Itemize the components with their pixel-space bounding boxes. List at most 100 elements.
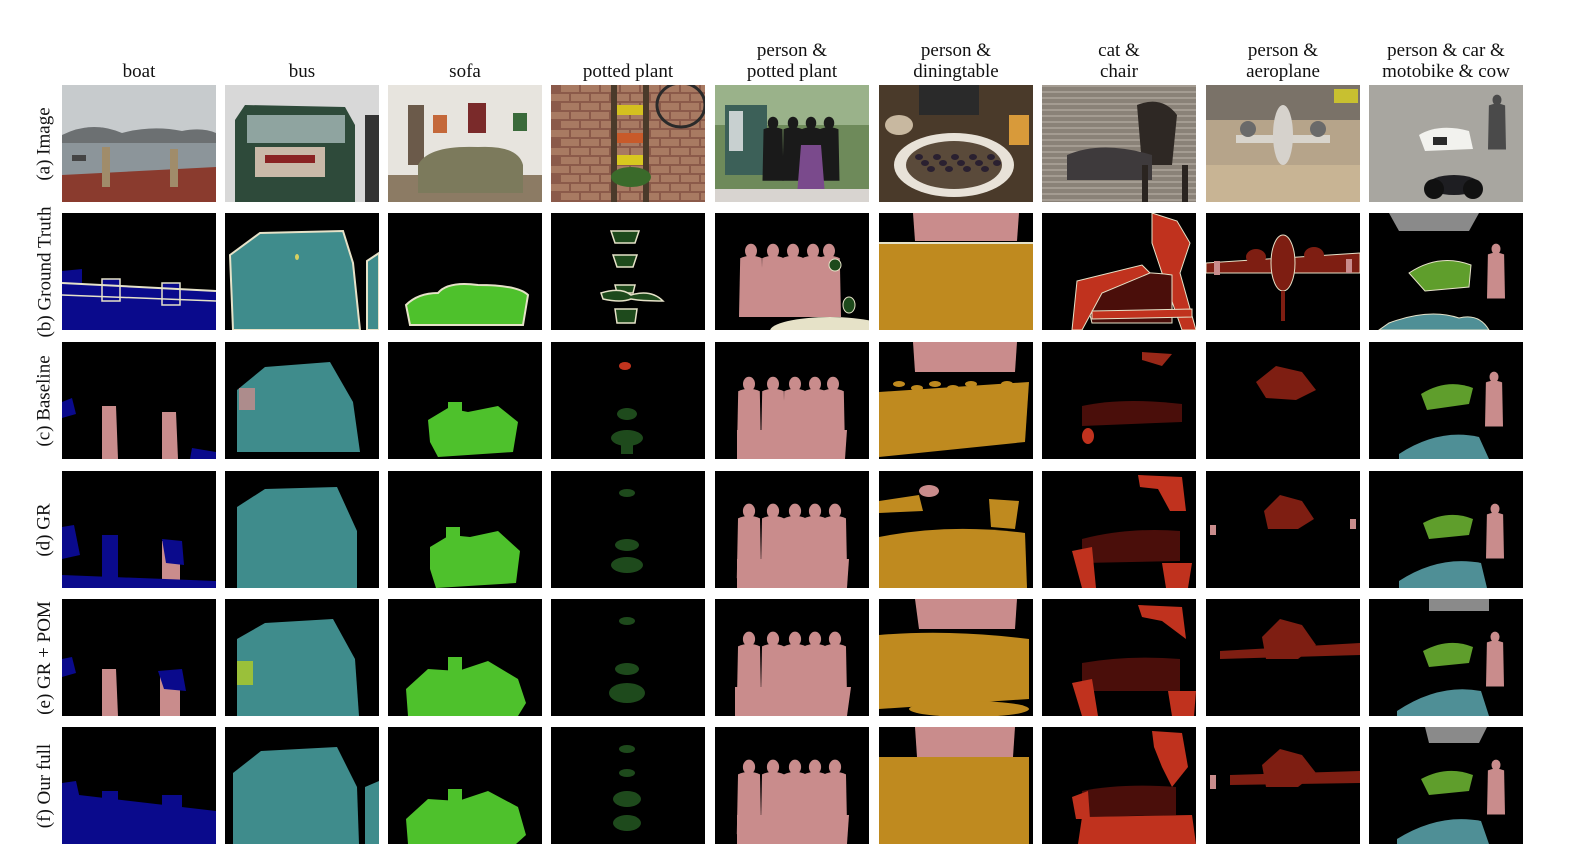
- row-label: (f) Our full: [30, 727, 60, 844]
- mask-graphic: [715, 213, 869, 330]
- segmentation-mask: [1042, 471, 1196, 588]
- segmentation-mask: [1369, 599, 1523, 716]
- row-label-text: (a) Image: [34, 106, 55, 181]
- column-label: sofa: [449, 61, 481, 82]
- row-label: (a) Image: [30, 85, 60, 202]
- segmentation-mask: [1369, 342, 1523, 459]
- mask-graphic: [62, 727, 216, 844]
- segmentation-mask: [879, 599, 1033, 716]
- segmentation-mask: [388, 213, 542, 330]
- mask-graphic: [225, 213, 379, 330]
- mask-graphic: [1042, 599, 1196, 716]
- segmentation-mask: [551, 213, 705, 330]
- mask-graphic: [551, 213, 705, 330]
- mask-graphic: [62, 471, 216, 588]
- row-label-text: (b) Ground Truth: [34, 206, 55, 337]
- input-image: [1369, 85, 1523, 202]
- segmentation-mask: [1369, 471, 1523, 588]
- image-graphic: [1206, 85, 1360, 202]
- segmentation-mask: [879, 727, 1033, 844]
- mask-graphic: [879, 727, 1033, 844]
- mask-graphic: [715, 471, 869, 588]
- segmentation-mask: [388, 727, 542, 844]
- column-label: potted plant: [582, 61, 674, 82]
- segmentation-mask: [551, 471, 705, 588]
- input-image: [62, 85, 216, 202]
- column-label: person & diningtable: [913, 40, 999, 82]
- segmentation-mask: [62, 471, 216, 588]
- mask-graphic: [1042, 213, 1196, 330]
- row-label-text: (d) GR: [34, 502, 55, 557]
- input-image: [879, 85, 1033, 202]
- input-image: [225, 85, 379, 202]
- segmentation-mask: [62, 213, 216, 330]
- segmentation-mask: [715, 213, 869, 330]
- mask-graphic: [1369, 599, 1523, 716]
- column-label: person & aeroplane: [1246, 40, 1320, 82]
- mask-graphic: [1369, 471, 1523, 588]
- segmentation-mask: [1369, 727, 1523, 844]
- segmentation-mask: [388, 342, 542, 459]
- mask-graphic: [551, 599, 705, 716]
- mask-graphic: [225, 599, 379, 716]
- mask-graphic: [551, 727, 705, 844]
- segmentation-mask: [1042, 213, 1196, 330]
- mask-graphic: [1369, 213, 1523, 330]
- row-label: (d) GR: [30, 471, 60, 588]
- mask-graphic: [715, 599, 869, 716]
- segmentation-mask: [551, 727, 705, 844]
- column-label: bus: [288, 61, 316, 82]
- mask-graphic: [388, 213, 542, 330]
- mask-graphic: [225, 727, 379, 844]
- segmentation-mask: [715, 599, 869, 716]
- mask-graphic: [715, 342, 869, 459]
- row-label: (b) Ground Truth: [30, 206, 60, 337]
- mask-graphic: [225, 342, 379, 459]
- mask-graphic: [388, 727, 542, 844]
- image-graphic: [1042, 85, 1196, 202]
- segmentation-mask: [715, 342, 869, 459]
- segmentation-mask: [1206, 727, 1360, 844]
- segmentation-mask: [1042, 599, 1196, 716]
- row-label-text: (f) Our full: [34, 743, 56, 828]
- input-image: [1206, 85, 1360, 202]
- mask-graphic: [879, 471, 1033, 588]
- segmentation-mask: [225, 599, 379, 716]
- input-image: [388, 85, 542, 202]
- mask-graphic: [1206, 342, 1360, 459]
- mask-graphic: [1369, 342, 1523, 459]
- mask-graphic: [1206, 213, 1360, 330]
- mask-graphic: [388, 599, 542, 716]
- segmentation-mask: [1206, 213, 1360, 330]
- segmentation-mask: [715, 471, 869, 588]
- segmentation-mask: [551, 599, 705, 716]
- segmentation-mask: [388, 599, 542, 716]
- segmentation-mask: [225, 727, 379, 844]
- segmentation-mask: [1206, 342, 1360, 459]
- segmentation-mask: [225, 342, 379, 459]
- segmentation-mask: [1042, 342, 1196, 459]
- mask-graphic: [1042, 727, 1196, 844]
- input-image: [715, 85, 869, 202]
- segmentation-mask: [62, 727, 216, 844]
- segmentation-mask: [879, 213, 1033, 330]
- segmentation-mask: [225, 471, 379, 588]
- mask-graphic: [879, 599, 1033, 716]
- segmentation-mask: [1369, 213, 1523, 330]
- segmentation-mask: [225, 213, 379, 330]
- row-label: (c) Baseline: [30, 342, 60, 459]
- input-image: [551, 85, 705, 202]
- mask-graphic: [62, 342, 216, 459]
- image-graphic: [62, 85, 216, 202]
- image-graphic: [388, 85, 542, 202]
- mask-graphic: [388, 471, 542, 588]
- mask-graphic: [225, 471, 379, 588]
- segmentation-mask: [551, 342, 705, 459]
- mask-graphic: [62, 599, 216, 716]
- mask-graphic: [1206, 599, 1360, 716]
- segmentation-mask: [62, 599, 216, 716]
- segmentation-mask: [1042, 727, 1196, 844]
- image-graphic: [879, 85, 1033, 202]
- mask-graphic: [1206, 727, 1360, 844]
